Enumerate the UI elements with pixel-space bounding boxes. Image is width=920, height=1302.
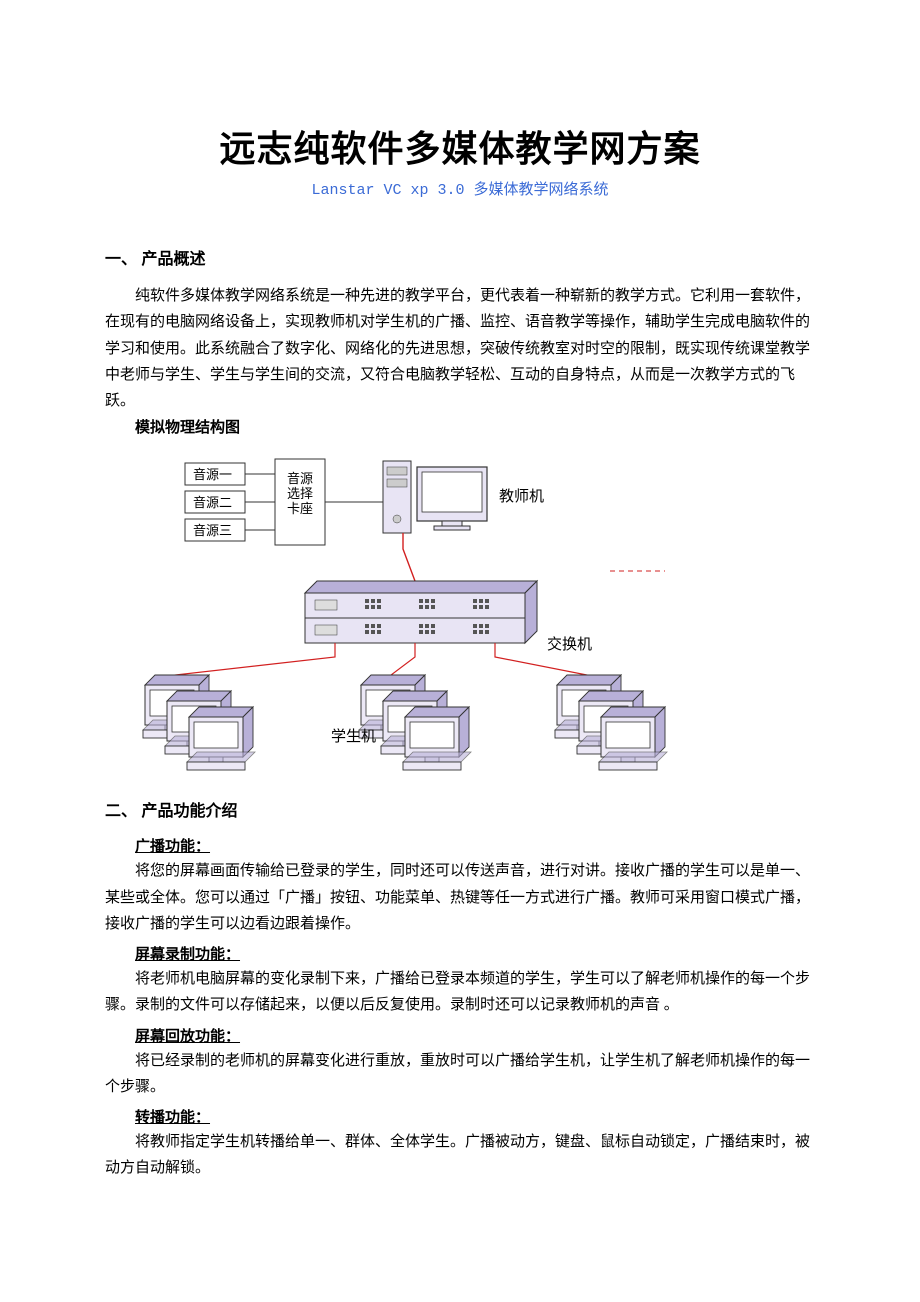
overview-paragraph: 纯软件多媒体教学网络系统是一种先进的教学平台，更代表着一种崭新的教学方式。它利用… bbox=[105, 283, 815, 414]
section-2-header: 二、 产品功能介绍 bbox=[105, 797, 815, 821]
svg-text:交换机: 交换机 bbox=[547, 635, 592, 653]
svg-text:音源: 音源 bbox=[287, 471, 313, 486]
subtitle: Lanstar VC xp 3.0 多媒体教学网络系统 bbox=[105, 178, 815, 199]
svg-text:卡座: 卡座 bbox=[287, 501, 313, 516]
feature-title-0: 广播功能： bbox=[135, 835, 815, 856]
feature-body-3: 将教师指定学生机转播给单一、群体、全体学生。广播被动方，键盘、鼠标自动锁定，广播… bbox=[105, 1129, 815, 1182]
structure-diagram-title: 模拟物理结构图 bbox=[135, 416, 815, 437]
feature-body-0: 将您的屏幕画面传输给已登录的学生，同时还可以传送声音，进行对讲。接收广播的学生可… bbox=[105, 858, 815, 937]
main-title: 远志纯软件多媒体教学网方案 bbox=[105, 120, 815, 172]
feature-title-3: 转播功能： bbox=[135, 1106, 815, 1127]
features-list: 广播功能：将您的屏幕画面传输给已登录的学生，同时还可以传送声音，进行对讲。接收广… bbox=[105, 835, 815, 1181]
svg-text:音源三: 音源三 bbox=[193, 523, 232, 538]
document-page: 远志纯软件多媒体教学网方案 Lanstar VC xp 3.0 多媒体教学网络系… bbox=[0, 0, 920, 1302]
feature-title-2: 屏幕回放功能： bbox=[135, 1025, 815, 1046]
section-1-header: 一、 产品概述 bbox=[105, 245, 815, 269]
svg-text:学生机: 学生机 bbox=[331, 728, 376, 745]
feature-title-1: 屏幕录制功能： bbox=[135, 943, 815, 964]
feature-body-2: 将已经录制的老师机的屏幕变化进行重放，重放时可以广播给学生机，让学生机了解老师机… bbox=[105, 1048, 815, 1101]
svg-text:选择: 选择 bbox=[287, 486, 313, 501]
svg-text:音源二: 音源二 bbox=[193, 495, 232, 510]
feature-body-1: 将老师机电脑屏幕的变化录制下来，广播给已登录本频道的学生，学生可以了解老师机操作… bbox=[105, 966, 815, 1019]
svg-text:教师机: 教师机 bbox=[499, 488, 544, 505]
network-topology-diagram: 音源一音源二音源三 音源选择卡座 教师机交换机学生机 bbox=[105, 453, 815, 773]
svg-text:音源一: 音源一 bbox=[193, 467, 232, 482]
